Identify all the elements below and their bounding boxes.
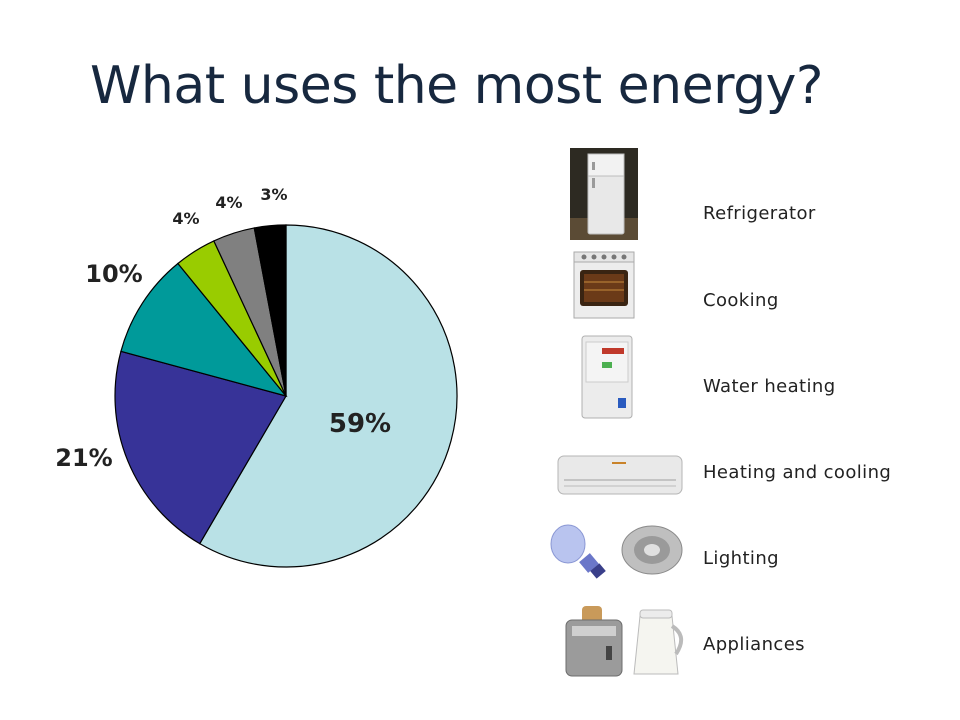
air-conditioner-icon (556, 452, 686, 498)
legend-label-cooking: Cooking (703, 290, 779, 311)
pie-slice (253, 224, 287, 397)
legend-label-refrigerator: Refrigerator (703, 203, 816, 224)
pie-slice (120, 262, 288, 398)
slice-data-label: 21% (55, 444, 112, 472)
slice-data-label: 4% (215, 193, 242, 212)
legend-label-appliances: Appliances (703, 634, 805, 655)
legend-label-lighting: Lighting (703, 548, 779, 569)
page-title: What uses the most energy? (90, 56, 823, 116)
legend-label-heating-cooling: Heating and cooling (703, 462, 892, 483)
legend-label-water-heating: Water heating (703, 376, 836, 397)
slice-data-label: 3% (260, 185, 287, 204)
slice-data-label: 59% (329, 409, 391, 439)
pie-slice (114, 350, 287, 545)
pie-slice (198, 224, 458, 568)
refrigerator-icon (570, 148, 638, 240)
slice-data-label: 4% (172, 209, 199, 228)
light-bulb-icon (548, 522, 688, 586)
toaster-kettle-icon (560, 602, 688, 680)
slice-data-label: 10% (85, 260, 142, 288)
oven-icon (570, 248, 638, 322)
water-heater-icon (578, 332, 638, 424)
